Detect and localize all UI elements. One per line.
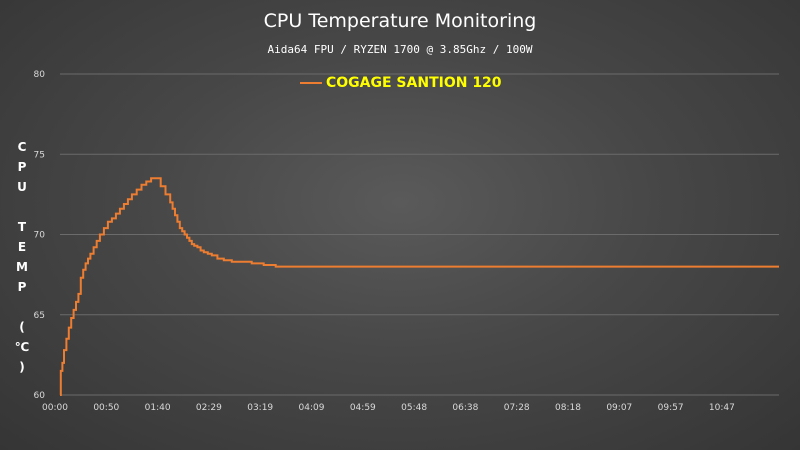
x-tick-label: 09:57: [658, 403, 684, 413]
legend-label: COGAGE SANTION 120: [326, 75, 502, 91]
y-axis-label-char: P: [17, 280, 27, 294]
y-axis-label-char: M: [16, 260, 28, 274]
x-tick-label: 01:40: [145, 403, 171, 413]
y-tick-label: 80: [34, 70, 46, 80]
legend-swatch: [300, 82, 322, 84]
x-tick-label: 02:29: [196, 403, 222, 413]
y-axis-label-char: ): [19, 360, 25, 374]
x-tick-labels: 00:00 00:50 01:40 02:29 03:19 04:09 04:59 05:48…: [42, 403, 735, 413]
x-tick-label: 07:28: [504, 403, 530, 413]
chart-subtitle: Aida64 FPU / RYZEN 1700 @ 3.85Ghz / 100W: [267, 43, 533, 56]
x-tick-label: 00:50: [93, 403, 119, 413]
y-axis-label-char: U: [17, 180, 27, 194]
y-axis-label-char: ℃: [14, 340, 30, 354]
x-tick-label: 00:00: [42, 403, 68, 413]
y-tick-label: 70: [34, 231, 46, 241]
y-axis-label: C P U T E M P(℃): [12, 137, 32, 377]
y-axis-label-char: E: [17, 240, 27, 254]
x-tick-label: 06:38: [452, 403, 478, 413]
x-tick-label: 09:07: [606, 403, 632, 413]
y-axis-label-char: P: [17, 160, 27, 174]
y-axis-label-char: T: [17, 220, 27, 234]
y-tick-label: 60: [34, 391, 46, 401]
x-tick-label: 05:48: [401, 403, 427, 413]
y-tick-label: 75: [34, 150, 45, 160]
x-tick-label: 03:19: [247, 403, 273, 413]
x-tick-label: 04:59: [350, 403, 376, 413]
y-tick-label: 65: [34, 311, 45, 321]
gridlines: [60, 73, 779, 396]
legend: COGAGE SANTION 120: [300, 75, 502, 91]
y-axis-label-char: (: [19, 320, 25, 334]
series-line: [59, 177, 779, 396]
x-tick-label: 08:18: [555, 403, 581, 413]
y-tick-labels: 60 65 70 75 80: [34, 70, 46, 401]
x-tick-label: 04:09: [299, 403, 325, 413]
y-axis-label-char: C: [17, 140, 27, 154]
x-tick-label: 10:47: [709, 403, 735, 413]
chart-title: CPU Temperature Monitoring: [263, 10, 537, 32]
